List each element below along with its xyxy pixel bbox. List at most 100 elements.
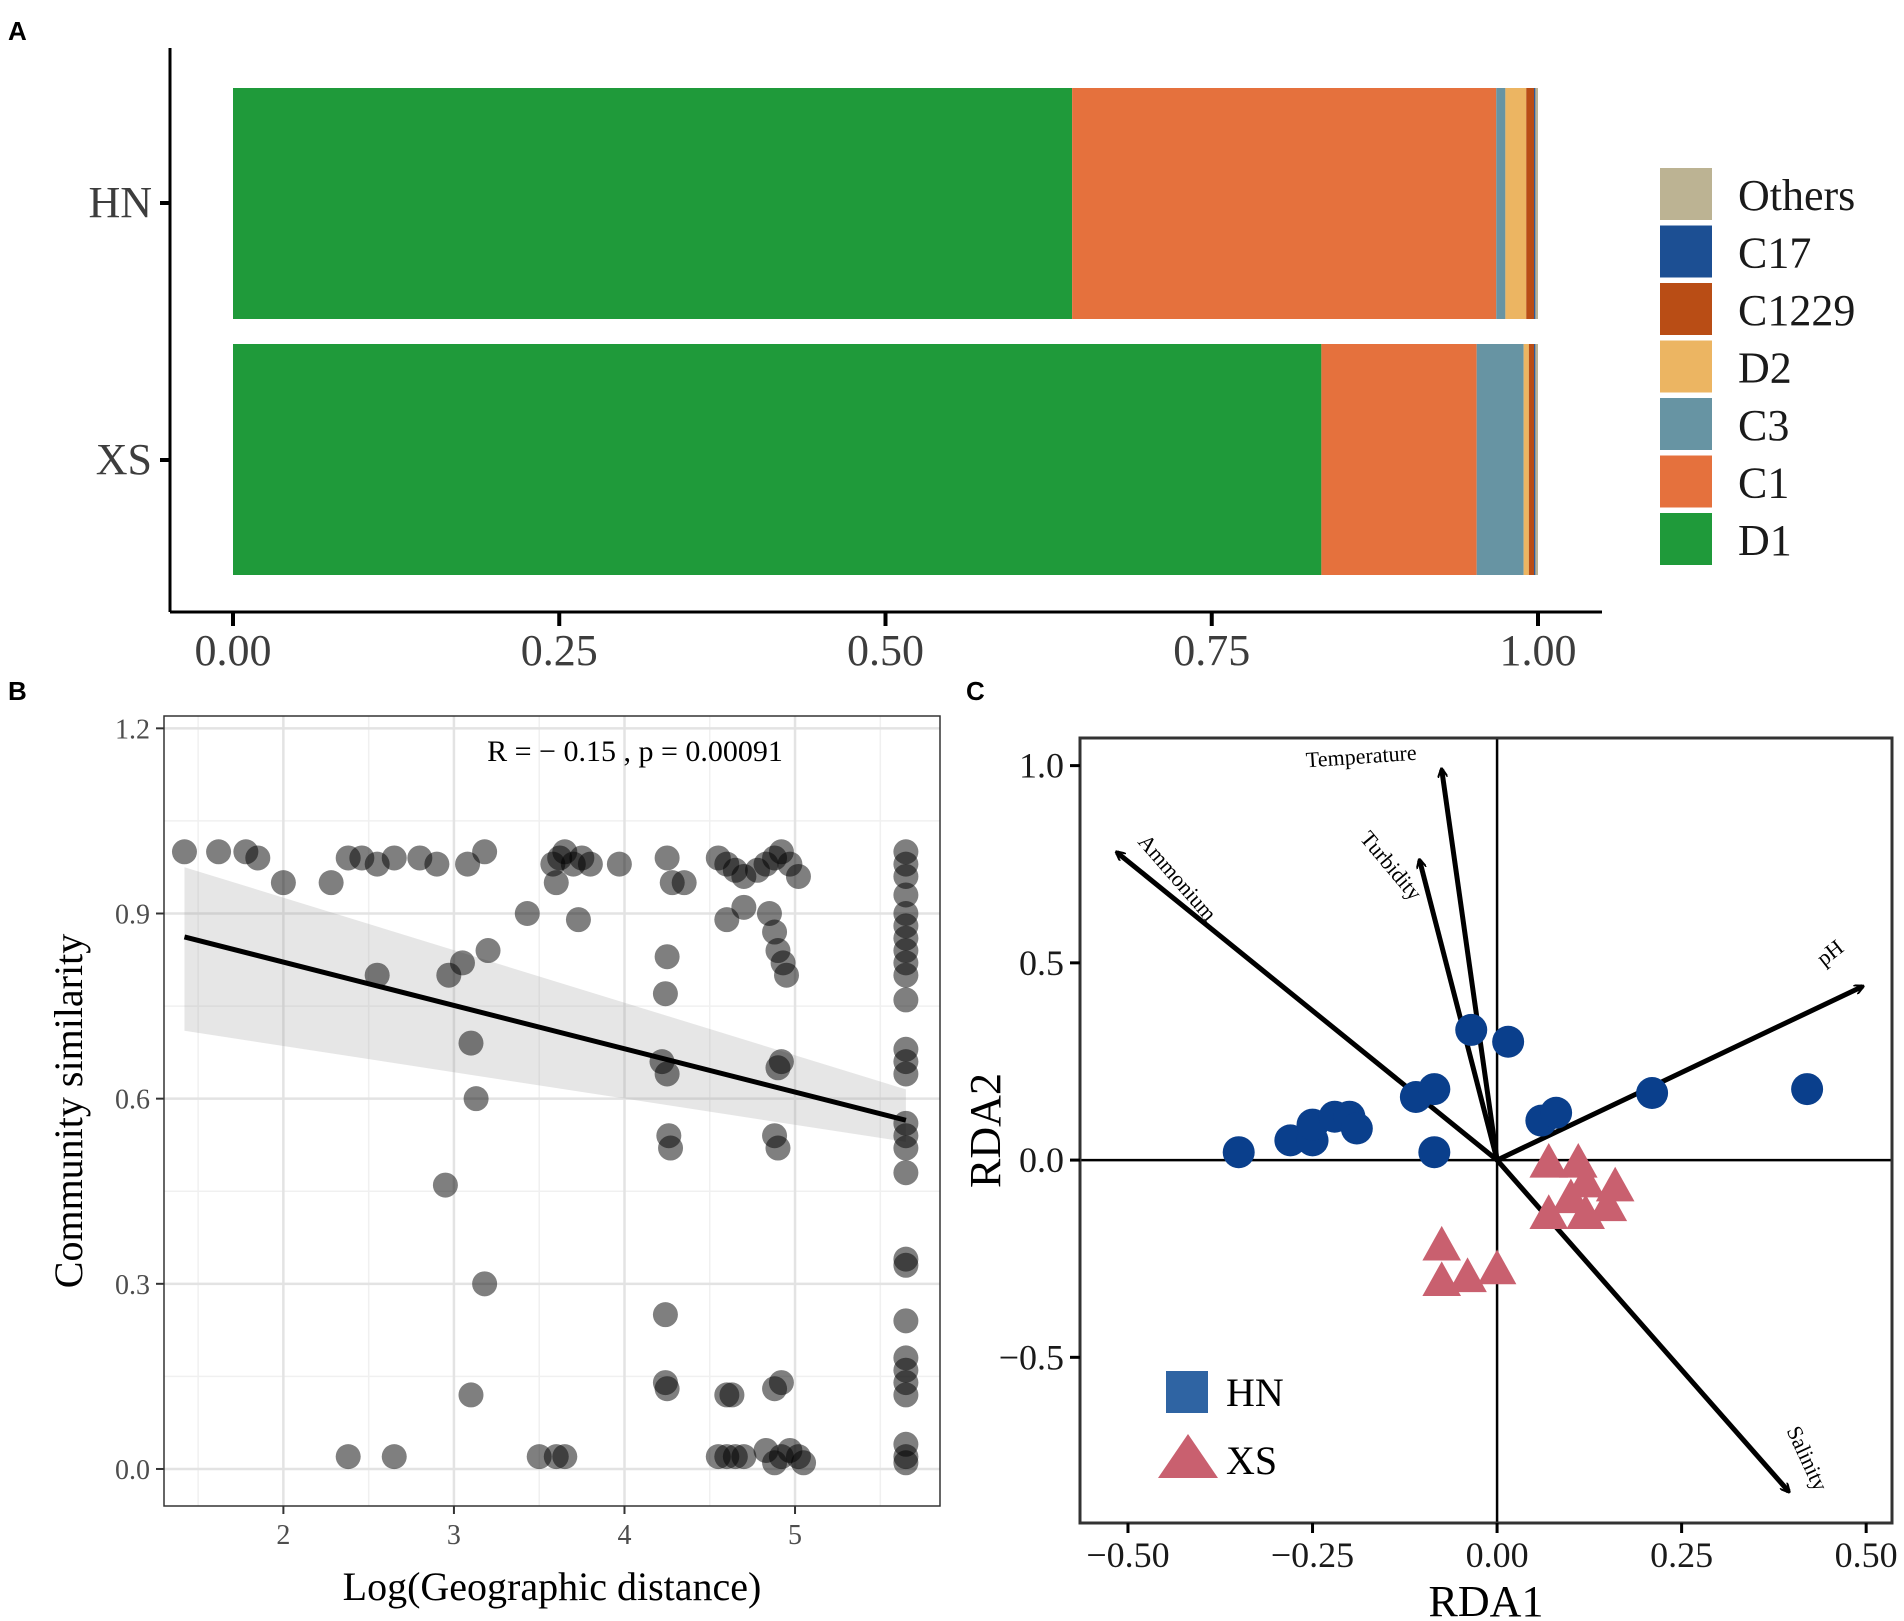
legend-label-d2: D2 [1738, 344, 1792, 393]
xs-sample-point [1558, 1143, 1598, 1178]
data-point [652, 981, 678, 1007]
legend-label-c17: C17 [1738, 229, 1811, 278]
x-tick-label: 0.25 [521, 626, 598, 675]
legend-key-others [1660, 168, 1712, 220]
bar-segment-hn-others [1535, 88, 1538, 319]
legend-label-c1229: C1229 [1738, 286, 1855, 335]
env-vector-temperature [1442, 770, 1500, 1161]
y-tick-label: 1.0 [1019, 746, 1064, 786]
y-tick-label-xs: XS [96, 435, 152, 484]
data-point [514, 901, 540, 926]
x-axis-title: RDA1 [1429, 1577, 1544, 1621]
x-tick-label: 0.00 [1466, 1535, 1529, 1575]
bar-segment-hn-d1 [233, 88, 1073, 319]
data-point [893, 1450, 919, 1476]
legend-key-c1229 [1660, 283, 1712, 335]
data-point [654, 944, 680, 970]
vector-label-ph: pH [1812, 934, 1849, 970]
legend-label-c3: C3 [1738, 401, 1789, 450]
data-point [893, 987, 919, 1013]
x-tick-label: 0.50 [1835, 1535, 1898, 1575]
x-tick-label: 2 [276, 1520, 290, 1551]
xs-sample-point [1551, 1178, 1591, 1214]
bar-segment-xs-d2 [1523, 344, 1529, 575]
y-tick-label: 0.5 [1019, 943, 1064, 983]
hn-sample-point [1418, 1136, 1451, 1169]
legend-label-d1: D1 [1738, 516, 1792, 565]
data-point [893, 863, 919, 889]
data-point [719, 1382, 745, 1408]
hn-sample-point [1636, 1077, 1669, 1110]
panel-c-rda-biplot: TemperatureTurbidityAmmoniumpHSalinity−0… [961, 736, 1898, 1621]
data-point [458, 1030, 484, 1056]
data-point [791, 1450, 817, 1476]
y-tick-label: 0.6 [115, 1085, 150, 1116]
hn-sample-point [1222, 1136, 1255, 1169]
data-point [658, 1135, 684, 1161]
x-axis-title: Log(Geographic distance) [343, 1564, 762, 1609]
xs-sample-point [1595, 1166, 1635, 1202]
bar-segment-hn-c1229 [1526, 88, 1535, 319]
data-point [893, 1308, 919, 1334]
bar-segment-xs-d1 [233, 344, 1322, 575]
x-tick-label: −0.25 [1271, 1535, 1354, 1575]
panel-a-stacked-bar-chart: HN XS 0.00 0.25 0.50 0.75 1.00 Others C17 C1229 D2… [88, 48, 1855, 675]
data-point [472, 1271, 498, 1297]
legend-key-c17 [1660, 225, 1712, 278]
hn-sample-point [1791, 1073, 1824, 1106]
data-point [654, 1376, 680, 1402]
regression-line [183, 934, 907, 1123]
x-tick-label: −0.50 [1086, 1535, 1169, 1575]
data-point [893, 1061, 919, 1087]
hn-sample-point [1340, 1112, 1373, 1145]
data-point [432, 1172, 458, 1198]
data-point [543, 870, 569, 896]
legend-label-others: Others [1738, 171, 1855, 220]
data-point [731, 1444, 757, 1470]
data-point [335, 1444, 361, 1470]
data-point [768, 1370, 794, 1396]
xs-sample-point [1588, 1186, 1628, 1222]
y-tick-label: 0.9 [115, 900, 150, 931]
data-point [893, 1135, 919, 1161]
x-tick-label: 0.00 [195, 626, 272, 675]
data-point [731, 894, 757, 920]
data-point [424, 851, 450, 877]
plot-border [1078, 736, 1894, 1525]
bar-segment-hn-c3 [1496, 88, 1506, 319]
hn-sample-point [1455, 1013, 1488, 1046]
data-point [552, 1444, 578, 1470]
correlation-annotation: R = − 0.15 , p = 0.00091 [487, 735, 783, 768]
x-tick-label: 3 [447, 1520, 461, 1551]
xs-sample-point [1448, 1257, 1487, 1293]
y-tick-label: 0.3 [115, 1270, 150, 1301]
xs-sample-point [1529, 1143, 1569, 1178]
hn-sample-point [1492, 1025, 1525, 1058]
bar-segment-xs-c1229 [1528, 344, 1535, 575]
hn-sample-point [1274, 1124, 1307, 1157]
bar-segment-xs-c1 [1321, 344, 1477, 575]
bar-segment-xs-c17 [1534, 344, 1536, 575]
legend-key-d2 [1660, 340, 1712, 393]
data-point [785, 863, 811, 889]
x-tick-label: 0.50 [847, 626, 924, 675]
xs-sample-point [1529, 1194, 1569, 1229]
data-point [893, 1382, 919, 1408]
data-point [475, 938, 501, 964]
data-point [606, 851, 632, 877]
data-point [893, 962, 919, 988]
y-axis-title: Community similarity [46, 934, 91, 1288]
legend-key-hn [1166, 1371, 1208, 1413]
data-point [652, 1302, 678, 1328]
data-point [762, 919, 788, 945]
bar-segment-hn-c17 [1534, 88, 1536, 319]
env-vector-ph [1496, 984, 1862, 1163]
legend-key-d1 [1660, 513, 1712, 565]
data-point [381, 1444, 407, 1470]
x-tick-label: 5 [788, 1520, 802, 1551]
legend-label-xs: XS [1226, 1438, 1277, 1483]
vector-label-turbidity: Turbidity [1355, 826, 1427, 905]
bar-segment-xs-others [1535, 344, 1538, 575]
xs-sample-point [1422, 1225, 1462, 1261]
vector-label-temperature: Temperature [1305, 740, 1417, 773]
